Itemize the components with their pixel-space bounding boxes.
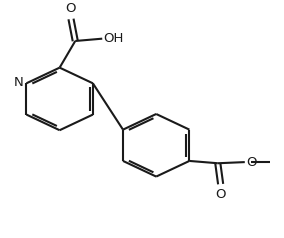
Text: N: N — [14, 76, 23, 89]
Text: OH: OH — [104, 32, 124, 45]
Text: O: O — [246, 156, 257, 169]
Text: O: O — [66, 2, 76, 15]
Text: O: O — [215, 188, 226, 201]
